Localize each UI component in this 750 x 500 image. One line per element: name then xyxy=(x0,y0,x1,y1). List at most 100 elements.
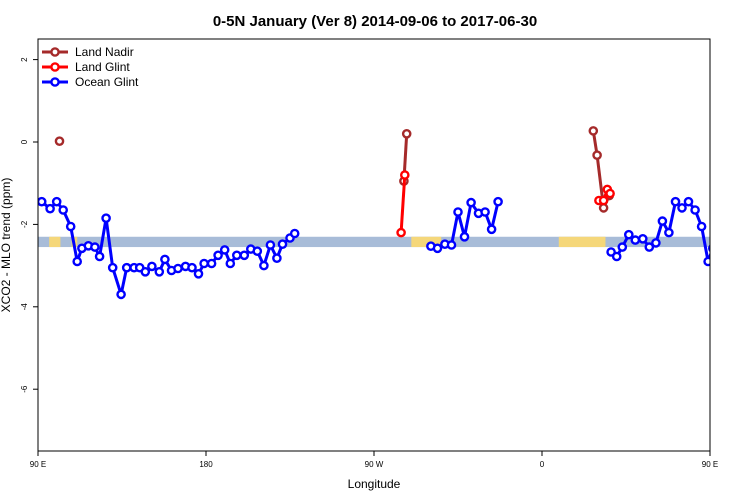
land-band-segment xyxy=(411,236,442,248)
data-point xyxy=(677,203,687,213)
data-point xyxy=(154,266,165,277)
data-point xyxy=(727,253,734,260)
data-point xyxy=(722,244,729,251)
series-land-glint xyxy=(396,170,615,238)
data-point xyxy=(54,136,65,146)
land-band-segment xyxy=(558,236,606,248)
data-point xyxy=(401,128,412,139)
data-point xyxy=(259,260,269,271)
ocean-band xyxy=(38,236,710,248)
data-point xyxy=(696,221,707,232)
x-tick-label: 90 E xyxy=(30,460,46,469)
y-tick-label: -6 xyxy=(20,385,29,393)
data-point xyxy=(219,245,230,255)
data-point xyxy=(147,261,157,272)
data-point xyxy=(453,207,463,217)
x-axis: 90 E 180 90 W 0 90 E xyxy=(30,451,718,469)
data-point xyxy=(38,196,47,207)
legend-label: Ocean Glint xyxy=(75,75,139,89)
y-tick-label: 0 xyxy=(20,139,29,144)
data-point xyxy=(160,254,170,265)
y-tick-label: 2 xyxy=(20,57,29,62)
legend-item-land-glint: Land Glint xyxy=(42,60,130,74)
data-point xyxy=(459,231,470,242)
data-point xyxy=(657,216,668,226)
data-point xyxy=(630,235,641,245)
legend-item-ocean-glint: Ocean Glint xyxy=(42,75,139,89)
x-tick-label: 90 W xyxy=(365,460,384,469)
data-point xyxy=(265,240,276,250)
data-point xyxy=(670,196,681,207)
data-point xyxy=(734,215,741,222)
legend-swatch-marker xyxy=(50,47,60,57)
data-point xyxy=(225,258,236,269)
legend-item-land-nadir: Land Nadir xyxy=(42,45,134,59)
data-point xyxy=(399,170,410,180)
data-point xyxy=(605,188,615,199)
data-point xyxy=(277,239,288,249)
legend-label: Land Glint xyxy=(75,60,130,74)
data-point xyxy=(466,197,476,208)
data-point xyxy=(592,150,602,160)
data-point xyxy=(624,229,634,240)
data-point xyxy=(272,253,282,264)
y-tick-label: -2 xyxy=(20,220,29,228)
data-point xyxy=(239,250,250,261)
land-band-segment xyxy=(49,236,61,248)
y-axis: 2 0 -2 -4 -6 xyxy=(20,57,38,393)
legend-swatch-marker xyxy=(50,77,60,87)
data-point xyxy=(598,203,609,213)
y-axis-label: XCO2 - MLO trend (ppm) xyxy=(0,178,13,313)
x-tick-label: 90 E xyxy=(702,460,718,469)
x-tick-label: 0 xyxy=(540,460,545,469)
data-point xyxy=(703,256,710,267)
data-point xyxy=(116,289,126,300)
data-point xyxy=(107,262,118,273)
legend-swatch-marker xyxy=(50,62,60,72)
series-line-ocean-glint xyxy=(610,200,710,263)
data-point xyxy=(101,213,111,223)
x-tick-label: 180 xyxy=(199,460,213,469)
data-point xyxy=(206,258,217,269)
data-point xyxy=(690,205,700,215)
data-point xyxy=(199,258,209,269)
data-point xyxy=(90,242,100,252)
data-point xyxy=(611,251,622,262)
data-point xyxy=(58,205,69,215)
data-point xyxy=(396,227,406,238)
data-point xyxy=(231,250,242,261)
data-point xyxy=(588,126,599,136)
data-point xyxy=(193,268,204,279)
data-point xyxy=(493,196,503,207)
data-point xyxy=(664,227,674,238)
data-point xyxy=(187,262,197,273)
series-ocean-glint xyxy=(38,196,747,300)
data-point xyxy=(173,263,183,274)
x-axis-label: Longitude xyxy=(348,477,401,491)
data-point xyxy=(252,246,263,256)
land-band-segment xyxy=(738,237,750,247)
data-point xyxy=(289,228,300,239)
data-point xyxy=(45,203,55,214)
data-point xyxy=(432,243,443,254)
data-series xyxy=(38,126,750,300)
data-point xyxy=(617,242,628,252)
data-point xyxy=(72,256,82,267)
data-point xyxy=(644,242,655,252)
data-point xyxy=(140,266,151,277)
data-point xyxy=(94,251,105,262)
data-point xyxy=(598,195,609,206)
data-point xyxy=(651,238,661,248)
chart-title: 0-5N January (Ver 8) 2014-09-06 to 2017-… xyxy=(213,13,537,30)
data-point xyxy=(51,196,62,207)
data-point xyxy=(740,264,747,271)
data-point xyxy=(683,196,694,207)
data-point xyxy=(747,138,750,145)
legend-label: Land Nadir xyxy=(75,45,134,59)
data-point xyxy=(446,240,457,250)
data-point xyxy=(121,262,132,273)
data-point xyxy=(480,207,490,217)
data-point xyxy=(716,242,723,249)
